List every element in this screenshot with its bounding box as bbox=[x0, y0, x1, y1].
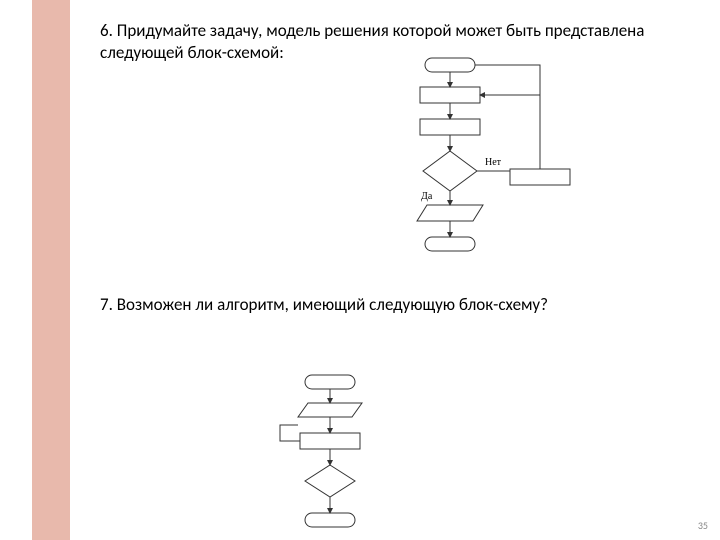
fc1-top-right-line bbox=[475, 65, 540, 95]
fc2-input bbox=[298, 403, 362, 417]
fc1-label-no: Нет bbox=[485, 157, 502, 168]
fc2-end bbox=[305, 513, 355, 527]
fc2-decision bbox=[305, 465, 355, 497]
fc1-label-yes: Да bbox=[421, 191, 433, 202]
flowchart-2 bbox=[260, 373, 400, 533]
fc1-output bbox=[417, 205, 483, 221]
fc1-start bbox=[425, 58, 475, 72]
fc1-decision bbox=[423, 151, 477, 191]
fc1-process-1 bbox=[420, 87, 480, 103]
fc2-feedback-line bbox=[280, 425, 300, 441]
fc1-process-no bbox=[510, 169, 570, 185]
left-accent-band bbox=[32, 0, 70, 540]
fc1-process-2 bbox=[420, 119, 480, 135]
page-number: 35 bbox=[698, 519, 708, 532]
flowchart-1: Да Нет bbox=[375, 55, 605, 265]
fc1-end bbox=[425, 237, 475, 251]
fc2-process bbox=[300, 433, 360, 449]
question-7-text: 7. Возможен ли алгоритм, имеющий следующ… bbox=[100, 294, 660, 316]
fc2-start bbox=[305, 375, 355, 389]
